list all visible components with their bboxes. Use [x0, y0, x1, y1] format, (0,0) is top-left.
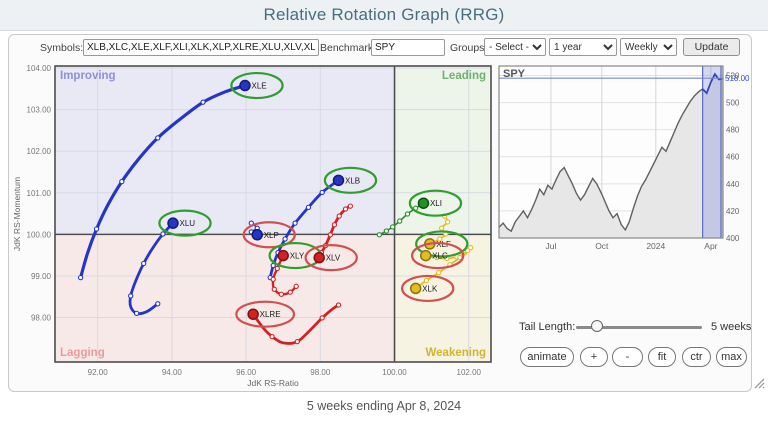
- svg-text:XLK: XLK: [422, 284, 438, 293]
- svg-text:Improving: Improving: [60, 70, 116, 82]
- center-button[interactable]: ctr: [682, 347, 711, 367]
- svg-text:JdK RS-Ratio: JdK RS-Ratio: [247, 378, 299, 388]
- svg-text:XLV: XLV: [326, 254, 341, 263]
- svg-text:104.00: 104.00: [27, 64, 52, 73]
- svg-text:Lagging: Lagging: [60, 347, 105, 359]
- svg-text:XLP: XLP: [264, 231, 279, 240]
- tail-length-slider[interactable]: [576, 326, 702, 329]
- page-title: Relative Rotation Graph (RRG): [263, 5, 505, 24]
- svg-text:480: 480: [726, 126, 740, 135]
- svg-text:Apr: Apr: [704, 241, 717, 251]
- svg-text:460: 460: [726, 153, 740, 162]
- svg-text:XLU: XLU: [179, 219, 195, 228]
- svg-text:102.00: 102.00: [27, 147, 52, 156]
- svg-text:98.00: 98.00: [310, 368, 331, 377]
- benchmark-input[interactable]: [371, 39, 445, 56]
- frequency-select[interactable]: Weekly: [620, 38, 677, 56]
- symbols-input[interactable]: [83, 39, 319, 56]
- svg-text:103.00: 103.00: [27, 106, 52, 115]
- svg-text:Weakening: Weakening: [426, 347, 487, 359]
- svg-text:2024: 2024: [646, 241, 665, 251]
- svg-text:99.00: 99.00: [31, 272, 52, 281]
- animate-button[interactable]: animate: [520, 347, 574, 367]
- resize-handle-icon[interactable]: [752, 376, 765, 389]
- svg-text:XLC: XLC: [432, 252, 448, 261]
- groups-select[interactable]: - Select -: [484, 38, 546, 56]
- svg-text:XLE: XLE: [251, 82, 266, 91]
- groups-label: Groups:: [450, 42, 488, 54]
- svg-text:440: 440: [726, 180, 740, 189]
- svg-text:JdK RS-Momentum: JdK RS-Momentum: [12, 177, 22, 251]
- title-bar: Relative Rotation Graph (RRG): [0, 0, 768, 31]
- svg-text:400: 400: [726, 234, 740, 243]
- benchmark-label: Benchmark:: [320, 42, 377, 54]
- svg-text:518.00: 518.00: [725, 74, 750, 83]
- svg-text:Oct: Oct: [595, 241, 609, 251]
- svg-text:XLI: XLI: [430, 199, 442, 208]
- tail-length-label: Tail Length:: [519, 321, 576, 333]
- chart-period-caption: 5 weeks ending Apr 8, 2024: [306, 399, 462, 413]
- svg-text:XLY: XLY: [290, 252, 305, 261]
- update-button[interactable]: Update: [683, 38, 740, 56]
- svg-text:500: 500: [726, 99, 740, 108]
- svg-text:94.00: 94.00: [162, 368, 183, 377]
- svg-text:Jul: Jul: [546, 241, 557, 251]
- svg-text:98.00: 98.00: [31, 314, 52, 323]
- zoom-out-button[interactable]: -: [612, 347, 643, 367]
- svg-text:100.00: 100.00: [27, 230, 52, 239]
- tail-length-value: 5 weeks: [711, 321, 752, 333]
- svg-text:101.00: 101.00: [27, 189, 52, 198]
- zoom-in-button[interactable]: +: [580, 347, 608, 367]
- slider-thumb[interactable]: [591, 320, 603, 332]
- svg-text:XLRE: XLRE: [260, 310, 281, 319]
- symbols-label: Symbols:: [40, 42, 84, 54]
- svg-text:102.00: 102.00: [457, 368, 482, 377]
- fit-button[interactable]: fit: [648, 347, 676, 367]
- svg-text:92.00: 92.00: [88, 368, 109, 377]
- period-select[interactable]: 1 year: [549, 38, 617, 56]
- maximize-button[interactable]: max: [716, 347, 747, 367]
- svg-text:Leading: Leading: [442, 70, 486, 82]
- svg-text:420: 420: [726, 207, 740, 216]
- svg-text:XLB: XLB: [345, 176, 360, 185]
- svg-text:520: 520: [726, 71, 740, 80]
- rrg-chart: Improving Leading Lagging Weakening 92.00 94.…: [12, 64, 492, 388]
- svg-text:SPY: SPY: [503, 68, 526, 80]
- svg-text:100.00: 100.00: [382, 368, 407, 377]
- svg-text:96.00: 96.00: [236, 368, 257, 377]
